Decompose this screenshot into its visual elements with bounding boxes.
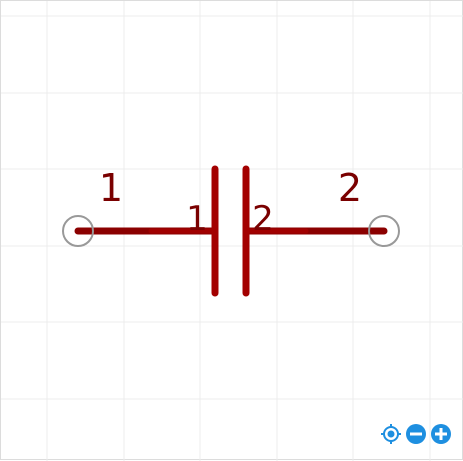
pin-1-number: 1 [99,166,123,210]
pin-2-number: 2 [338,166,362,210]
capacitor-symbol: 1 2 1 2 [62,165,400,297]
pin-1-pad-number: 1 [186,199,208,239]
zoom-controls [380,423,452,445]
locate-icon[interactable] [380,423,402,445]
pin-1-terminal[interactable] [62,215,94,247]
pin-2-pad-number: 2 [252,199,274,239]
zoom-in-icon[interactable] [430,423,452,445]
zoom-out-icon[interactable] [405,423,427,445]
pin-2-terminal[interactable] [368,215,400,247]
